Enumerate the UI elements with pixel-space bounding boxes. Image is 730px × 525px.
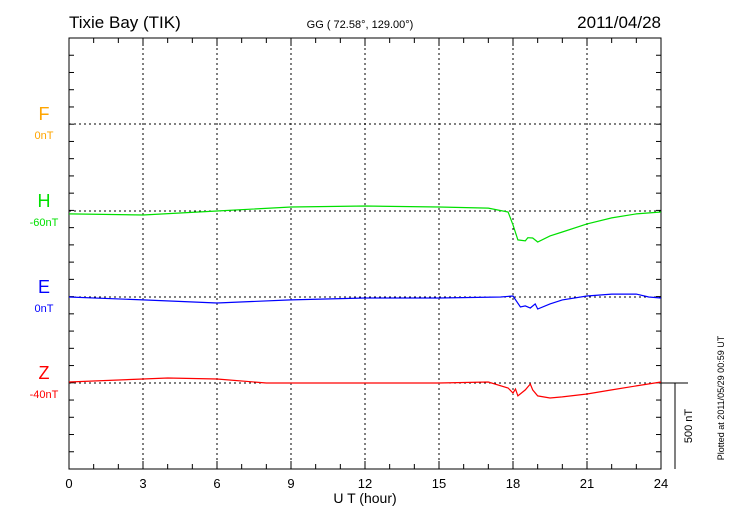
series-line-e — [68, 293, 662, 310]
series-offset-e: 0nT — [35, 303, 54, 315]
chart-date: 2011/04/28 — [577, 13, 661, 32]
series-offset-h: -60nT — [30, 217, 59, 229]
x-tick-label: 24 — [654, 476, 668, 491]
series-offset-f: 0nT — [35, 130, 54, 142]
series-offset-z: -40nT — [30, 389, 59, 401]
chart-subtitle: GG ( 72.58°, 129.00°) — [307, 19, 414, 31]
series-name-z: Z — [39, 363, 50, 383]
x-axis-label: U T (hour) — [333, 490, 396, 506]
series-name-f: F — [39, 104, 50, 124]
x-tick-label: 0 — [65, 476, 72, 491]
x-tick-label: 3 — [139, 476, 146, 491]
series-name-h: H — [38, 191, 51, 211]
x-tick-label: 18 — [506, 476, 520, 491]
x-tick-label: 15 — [432, 476, 446, 491]
scale-label: 500 nT — [683, 409, 695, 444]
series-line-z — [68, 377, 662, 399]
plotted-note: Plotted at 2011/05/29 00:59 UT — [716, 335, 726, 460]
x-tick-label: 9 — [287, 476, 294, 491]
x-tick-label: 21 — [580, 476, 594, 491]
x-tick-label: 6 — [213, 476, 220, 491]
series-name-e: E — [38, 277, 50, 297]
x-tick-label: 12 — [358, 476, 372, 491]
chart-title: Tixie Bay (TIK) — [69, 13, 181, 32]
series-line-h — [68, 205, 662, 243]
